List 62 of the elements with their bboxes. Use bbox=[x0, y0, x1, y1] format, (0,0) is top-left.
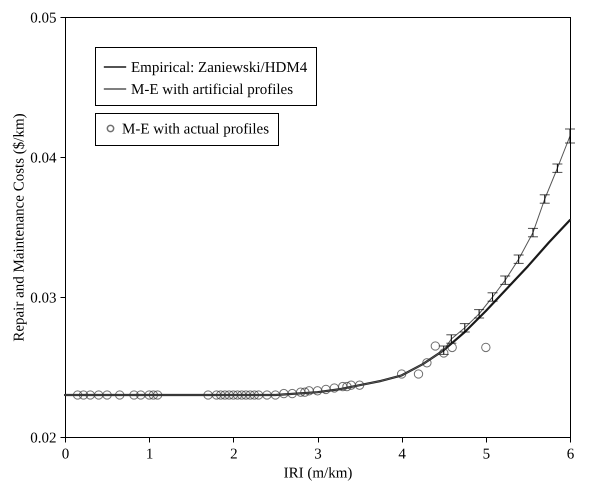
point bbox=[447, 342, 457, 352]
x-tick-label: 0 bbox=[62, 446, 70, 462]
point bbox=[270, 390, 280, 400]
point bbox=[203, 390, 213, 400]
line-series bbox=[64, 136, 570, 396]
point bbox=[94, 390, 104, 400]
legend-label: M-E with actual profiles bbox=[122, 122, 270, 138]
point bbox=[262, 390, 272, 400]
point bbox=[86, 390, 95, 400]
point bbox=[396, 369, 406, 379]
point bbox=[338, 382, 348, 392]
point bbox=[245, 390, 255, 400]
point bbox=[228, 390, 238, 400]
y-tick-label: 0.05 bbox=[30, 10, 56, 26]
point bbox=[430, 341, 440, 351]
point bbox=[288, 388, 297, 398]
point bbox=[304, 386, 314, 396]
legend-label: M-E with artificial profiles bbox=[131, 82, 294, 98]
point bbox=[115, 390, 124, 400]
point bbox=[279, 388, 289, 398]
point bbox=[422, 358, 432, 368]
point bbox=[212, 390, 222, 400]
legend-label: Empirical: Zaniewski/HDM4 bbox=[131, 60, 308, 76]
x-tick-label: 4 bbox=[398, 446, 406, 462]
point bbox=[216, 390, 226, 400]
x-axis-title: IRI (m/km) bbox=[284, 466, 352, 482]
point bbox=[312, 386, 322, 396]
point bbox=[321, 384, 331, 394]
x-tick-label: 3 bbox=[314, 446, 322, 462]
point bbox=[354, 380, 364, 390]
point bbox=[224, 390, 234, 400]
y-tick-label: 0.02 bbox=[30, 430, 56, 446]
x-tick-label: 6 bbox=[566, 446, 575, 462]
point bbox=[439, 348, 448, 358]
point bbox=[414, 369, 424, 379]
point bbox=[237, 390, 246, 400]
point bbox=[342, 382, 352, 392]
point bbox=[232, 390, 242, 400]
point bbox=[136, 390, 146, 400]
point bbox=[481, 342, 491, 352]
point bbox=[220, 390, 230, 400]
y-axis-title: Repair and Maintenance Costs ($/km) bbox=[11, 113, 28, 342]
point bbox=[152, 390, 162, 400]
x-tick-label: 5 bbox=[482, 446, 490, 462]
point bbox=[129, 390, 139, 400]
point bbox=[250, 390, 260, 400]
x-tick-label: 2 bbox=[230, 446, 238, 462]
point bbox=[296, 388, 306, 397]
x-tick-label: 1 bbox=[146, 446, 154, 462]
point bbox=[241, 390, 251, 400]
point bbox=[346, 380, 356, 390]
point bbox=[144, 390, 154, 400]
y-tick-label: 0.03 bbox=[30, 290, 56, 306]
y-tick-label: 0.04 bbox=[30, 150, 57, 166]
point bbox=[148, 390, 158, 400]
point bbox=[102, 390, 112, 400]
point bbox=[330, 383, 340, 393]
point bbox=[72, 390, 82, 400]
point bbox=[78, 390, 88, 400]
point bbox=[300, 388, 310, 397]
point bbox=[254, 390, 264, 400]
line-series bbox=[64, 218, 572, 396]
